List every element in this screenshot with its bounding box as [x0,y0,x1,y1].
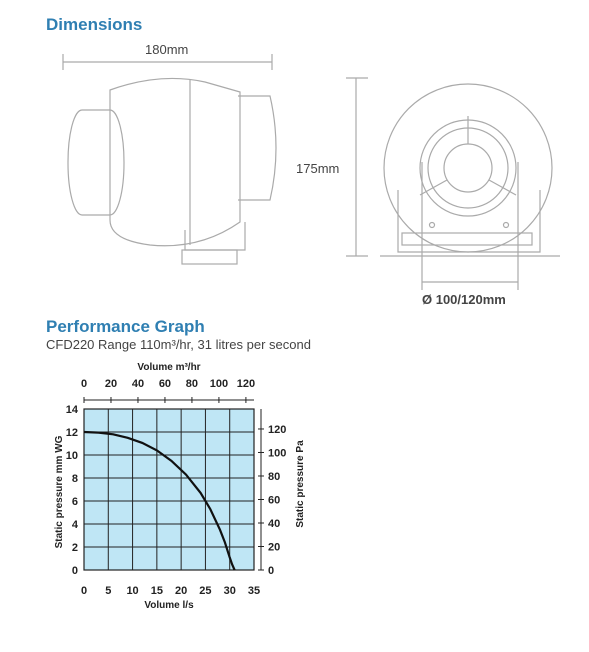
y-tick-label: 10 [66,450,78,462]
fan-side-body [109,77,241,247]
y-axis-label: Static pressure mm WG [54,435,65,548]
width-label: 180mm [145,42,189,57]
y2-axis-label: Static pressure Pa [295,440,306,528]
x2-tick-label: 40 [132,378,144,390]
performance-heading: Performance Graph [46,317,205,336]
y2-tick-label: 60 [268,494,280,506]
series-line [83,430,236,571]
x2-axis-label: Volume m³/hr [137,362,200,373]
height-label: 175mm [296,161,340,176]
y2-tick-label: 0 [268,565,274,577]
diameter-label: Ø 100/120mm [422,292,506,307]
y-tick-label: 0 [72,565,78,577]
x2-tick-label: 80 [186,378,198,390]
grid [84,409,254,570]
dimensions-heading: Dimensions [46,15,143,34]
y2-tick-label: 20 [268,541,280,553]
x-axis-label: Volume l/s [144,600,194,611]
x2-tick-label: 20 [105,378,117,390]
y-tick-label: 14 [66,404,79,416]
x-tick-label: 5 [105,585,111,597]
y2-tick-label: 100 [268,447,286,459]
y2-tick-label: 40 [268,518,280,530]
x-tick-label: 15 [151,585,163,597]
x2-tick-label: 120 [237,378,255,390]
x2-tick-label: 0 [81,378,87,390]
y-tick-label: 4 [72,519,79,531]
x-tick-label: 35 [248,585,260,597]
y-tick-label: 2 [72,542,78,554]
x-tick-label: 10 [126,585,138,597]
fan-side-foot [181,249,238,265]
y-tick-label: 6 [72,496,78,508]
fan-side-inlet [67,109,125,216]
x-tick-label: 25 [199,585,211,597]
x-tick-label: 0 [81,585,87,597]
axes: 0 5 10 15 20 25 30 35 0 2 4 6 8 10 12 14 0 20 40 60 80 100 120… [66,378,287,597]
y2-tick-label: 80 [268,471,280,483]
x-tick-label: 20 [175,585,187,597]
x2-tick-label: 60 [159,378,171,390]
performance-subtitle: CFD220 Range 110m³/hr, 31 litres per sec… [46,337,311,352]
x-tick-label: 30 [224,585,236,597]
y-tick-label: 12 [66,427,78,439]
y2-tick-label: 120 [268,424,286,436]
x2-tick-label: 100 [210,378,228,390]
y-tick-label: 8 [72,473,78,485]
